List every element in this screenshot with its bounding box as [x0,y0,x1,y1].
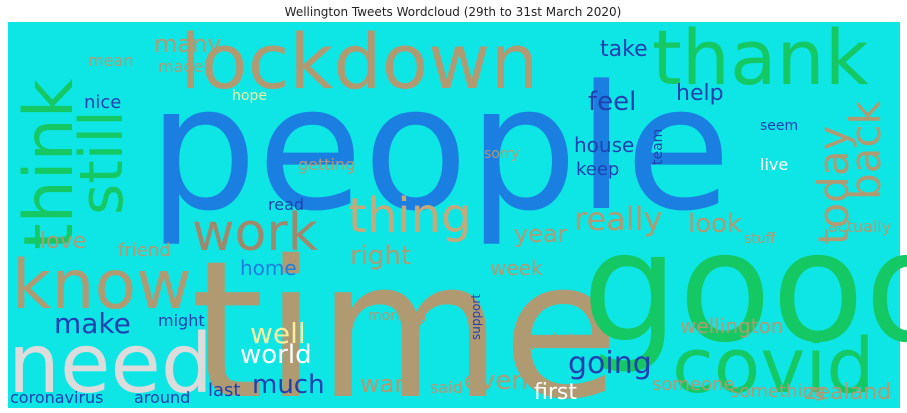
word: right [350,241,411,271]
word: thank [652,13,869,102]
word: made [158,57,203,76]
word: nice [84,92,121,113]
word: love [40,229,86,254]
cloud-background [8,22,900,408]
word: lockdown [180,17,538,106]
word: point [530,330,576,351]
word: world [240,340,312,370]
word: live [760,155,788,174]
word: even [464,366,528,396]
word: going [568,346,652,381]
word: people [148,48,731,249]
word: morning [368,308,426,324]
word: wellington [680,314,783,338]
word: make [54,307,131,340]
word: thing [348,188,471,244]
word: house [574,133,634,157]
word: much [252,370,325,400]
word: home [240,256,297,280]
word: team [650,129,666,165]
word: seem [760,118,798,134]
word: week [490,256,543,280]
word: think [10,78,89,250]
word: something [730,381,825,402]
word: hope [232,88,267,104]
words: peopletimegood lockdown thank need covid know… [8,13,907,413]
word: friend [118,240,171,261]
word: year [514,220,568,248]
word: good [582,199,907,376]
word: coronavirus [10,388,104,407]
word: feel [588,87,636,117]
word: support [469,294,483,340]
word: said [430,378,463,397]
word: covid [672,321,875,410]
word: today [809,126,858,245]
word: still [67,110,137,215]
title: Wellington Tweets Wordcloud (29th to 31s… [285,5,622,19]
word: last [208,380,240,401]
word: stuff [744,231,776,247]
word: actually [828,217,891,236]
word: look [688,209,742,239]
word: really [574,200,662,238]
word: sorry [484,146,519,162]
word: might [158,311,205,330]
word: need [8,317,213,412]
word: read [268,195,304,214]
word: want [360,370,419,398]
word: know [12,246,192,325]
word: getting [298,155,355,174]
word: first [534,380,577,405]
word: keep [576,159,619,180]
word: help [676,81,724,106]
word: someone [652,374,735,395]
word: mean [88,51,133,70]
word: many [154,30,222,58]
word: back [841,100,890,200]
word: around [134,388,190,407]
word: work [192,203,318,263]
word: zealand [805,380,891,405]
word: take [600,37,648,62]
word: time [190,220,619,413]
word: well [250,317,306,350]
